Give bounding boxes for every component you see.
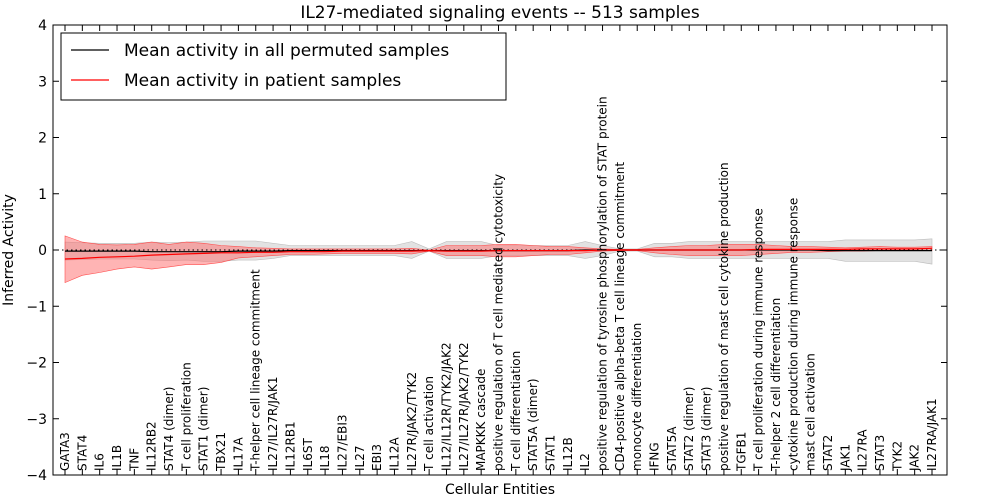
x-axis-label: Cellular Entities bbox=[445, 482, 555, 498]
legend-label-patient: Mean activity in patient samples bbox=[124, 71, 401, 91]
category-label: IL27R/JAK2/TYK2 bbox=[405, 372, 419, 471]
category-label: STAT1 bbox=[544, 435, 558, 471]
category-label: IL27/IL27R/JAK1 bbox=[266, 377, 280, 471]
category-label: positive regulation of mast cell cytokin… bbox=[717, 162, 731, 471]
category-label: TYK2 bbox=[890, 441, 904, 472]
category-label: IL1B bbox=[110, 445, 124, 471]
category-label: IL27/IL27R/JAK2/TYK2 bbox=[457, 342, 471, 471]
y-tick-label: −4 bbox=[26, 468, 47, 484]
category-label: IL27/EBI3 bbox=[335, 414, 349, 471]
category-label: STAT4 (dimer) bbox=[162, 387, 176, 471]
category-label: IL17A bbox=[231, 437, 245, 471]
category-label: IL18 bbox=[318, 446, 332, 472]
category-label: JAK2 bbox=[908, 444, 922, 472]
category-label: IL12/IL12R/TYK2/JAK2 bbox=[439, 342, 453, 471]
category-label: IL27RA/JAK1 bbox=[925, 398, 939, 471]
category-label: IL12RB2 bbox=[145, 421, 159, 471]
y-tick-label: −3 bbox=[26, 412, 47, 428]
legend: Mean activity in all permuted samples Me… bbox=[60, 32, 507, 101]
category-label: positive regulation of tyrosine phosphor… bbox=[596, 96, 610, 471]
category-label: T cell activation bbox=[422, 376, 436, 472]
y-tick-label: 3 bbox=[38, 74, 47, 90]
category-label: TGFB1 bbox=[734, 432, 748, 472]
category-label: IL27 bbox=[353, 446, 367, 472]
category-label: mast cell activation bbox=[804, 353, 818, 471]
category-label: IL12B bbox=[561, 437, 575, 471]
y-tick-label: 0 bbox=[38, 243, 47, 259]
category-label: STAT5A bbox=[665, 426, 679, 471]
chart-title: IL27-mediated signaling events -- 513 sa… bbox=[300, 3, 700, 23]
legend-label-permuted: Mean activity in all permuted samples bbox=[124, 41, 449, 61]
y-axis: −4 −3 −2 −1 0 1 2 3 4 bbox=[26, 18, 947, 484]
category-label: IL2 bbox=[578, 453, 592, 471]
category-label: IL27RA bbox=[856, 429, 870, 471]
category-label: TBX21 bbox=[214, 432, 228, 472]
category-label: STAT5A (dimer) bbox=[526, 378, 540, 471]
category-label: T-helper cell lineage commitment bbox=[249, 269, 263, 472]
y-tick-label: 1 bbox=[38, 187, 47, 203]
category-label: STAT3 bbox=[873, 435, 887, 471]
category-label: MAPKKK cascade bbox=[474, 369, 488, 471]
y-tick-label: −2 bbox=[26, 356, 47, 372]
category-label: T cell proliferation bbox=[179, 362, 193, 472]
x-axis bbox=[64, 25, 933, 475]
category-label: T cell proliferation during immune respo… bbox=[752, 208, 766, 472]
series-lines bbox=[64, 247, 933, 260]
category-label: T-helper 2 cell differentiation bbox=[769, 298, 783, 472]
category-label: IL6 bbox=[93, 453, 107, 471]
category-label: STAT2 bbox=[821, 435, 835, 471]
category-label: GATA3 bbox=[58, 432, 72, 471]
category-label: STAT3 (dimer) bbox=[700, 387, 714, 471]
y-tick-label: 4 bbox=[38, 18, 47, 34]
category-label: STAT2 (dimer) bbox=[682, 387, 696, 471]
category-label: CD4-positive alpha-beta T cell lineage c… bbox=[613, 162, 627, 471]
category-label: IL6ST bbox=[301, 438, 315, 471]
category-label: positive regulation of T cell mediated c… bbox=[492, 174, 506, 471]
line-patient-mean bbox=[64, 247, 933, 260]
category-label: STAT1 (dimer) bbox=[197, 387, 211, 471]
category-label: monocyte differentiation bbox=[630, 323, 644, 471]
category-label: T cell differentiation bbox=[509, 351, 523, 472]
category-label: cytokine production during immune respon… bbox=[786, 198, 800, 471]
category-label: EBI3 bbox=[370, 444, 384, 471]
category-label: JAK1 bbox=[838, 444, 852, 472]
y-axis-label: Inferred Activity bbox=[1, 194, 17, 306]
category-label: IFNG bbox=[648, 442, 662, 471]
category-label: IL12A bbox=[387, 437, 401, 471]
category-label: IL12RB1 bbox=[283, 421, 297, 471]
y-tick-label: −1 bbox=[26, 299, 47, 315]
category-labels: GATA3 STAT4 IL6 IL1B TNF IL12RB2 STAT4 (dimer)… bbox=[58, 96, 939, 472]
category-label: STAT4 bbox=[75, 435, 89, 471]
category-label: TNF bbox=[127, 448, 141, 472]
legend-box bbox=[60, 32, 507, 101]
y-tick-label: 2 bbox=[38, 131, 47, 147]
